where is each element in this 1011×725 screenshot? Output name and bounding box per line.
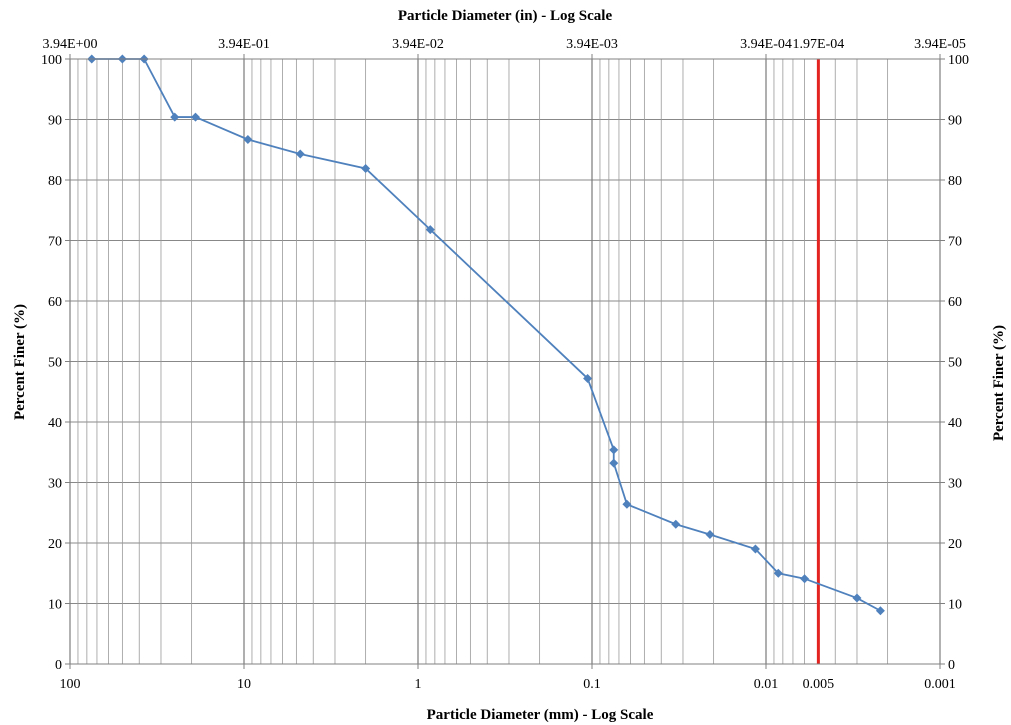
y-tick-label-left: 40	[48, 416, 62, 431]
data-point	[800, 574, 810, 584]
data-point	[609, 458, 619, 468]
x-axis-title: Particle Diameter (mm) - Log Scale	[427, 707, 654, 723]
data-point	[609, 445, 619, 455]
y-tick-label-left: 100	[41, 53, 62, 68]
x-top-tick-label: 3.94E+00	[43, 37, 98, 52]
y-tick-label-left: 0	[55, 658, 62, 673]
series-layer	[87, 54, 885, 616]
y-tick-label-left: 50	[48, 356, 62, 371]
y-tick-label-left: 80	[48, 174, 62, 189]
x-top-tick-label: 3.94E-02	[392, 37, 444, 52]
y2-tick-label-right: 50	[948, 356, 962, 371]
y-tick-label-left: 60	[48, 295, 62, 310]
x-tick-label-bottom: 0.1	[583, 677, 601, 692]
grid-layer	[69, 58, 941, 665]
y2-tick-label-right: 0	[948, 658, 955, 673]
x-top-axis-title: Particle Diameter (in) - Log Scale	[398, 8, 613, 24]
data-point	[705, 530, 715, 540]
data-point	[190, 112, 200, 122]
y-axis-title: Percent Finer (%)	[12, 304, 28, 420]
y2-tick-label-right: 20	[948, 537, 962, 552]
data-point	[583, 373, 593, 383]
y-tick-label-left: 10	[48, 598, 62, 613]
x-tick-label-bottom: 100	[60, 677, 81, 692]
data-point	[170, 112, 180, 122]
y-tick-label-left: 30	[48, 477, 62, 492]
y-tick-label-left: 70	[48, 235, 62, 250]
x-top-tick-label: 3.94E-03	[566, 37, 618, 52]
x-top-tick-label: 3.94E-04	[740, 37, 792, 52]
x-tick-label-bottom: 0.005	[803, 677, 835, 692]
data-point	[243, 134, 253, 144]
x-top-tick-label: 3.94E-01	[218, 37, 270, 52]
frame-layer	[65, 54, 945, 669]
data-point	[361, 164, 371, 174]
y2-tick-label-right: 70	[948, 235, 962, 250]
x-tick-label-bottom: 0.001	[924, 677, 956, 692]
data-point	[852, 593, 862, 603]
x-tick-label-bottom: 10	[237, 677, 251, 692]
x-top-tick-label: 1.97E-04	[793, 37, 845, 52]
data-point	[295, 149, 305, 159]
y2-tick-label-right: 40	[948, 416, 962, 431]
data-point	[671, 519, 681, 529]
series-line	[91, 58, 881, 612]
x-top-tick-label: 3.94E-05	[914, 37, 966, 52]
y2-tick-label-right: 100	[948, 53, 969, 68]
y2-axis-title: Percent Finer (%)	[991, 325, 1007, 441]
data-point	[875, 606, 885, 616]
y2-tick-label-right: 10	[948, 598, 962, 613]
x-tick-label-bottom: 0.01	[754, 677, 779, 692]
y2-tick-label-right: 90	[948, 114, 962, 129]
x-tick-label-bottom: 1	[415, 677, 422, 692]
y-tick-label-left: 90	[48, 114, 62, 129]
y-tick-label-left: 20	[48, 537, 62, 552]
data-point	[622, 499, 632, 509]
y2-tick-label-right: 30	[948, 477, 962, 492]
data-point	[425, 225, 435, 235]
y2-tick-label-right: 80	[948, 174, 962, 189]
data-point	[773, 568, 783, 578]
y2-tick-label-right: 60	[948, 295, 962, 310]
data-point	[750, 544, 760, 554]
